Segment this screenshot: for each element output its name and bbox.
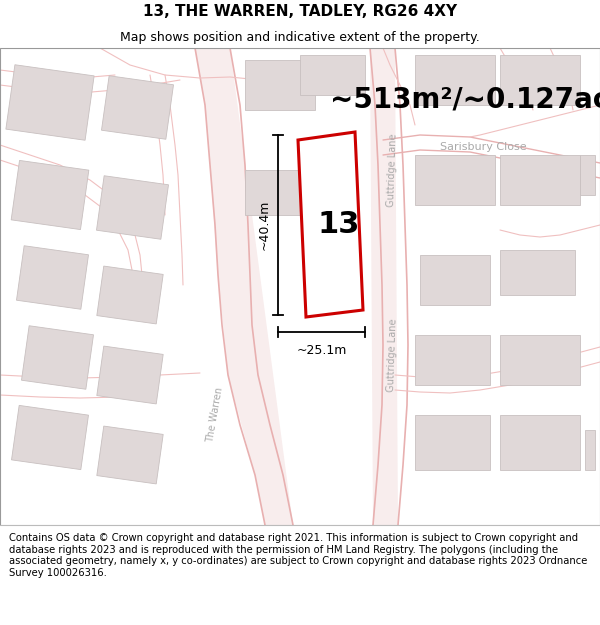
Polygon shape [370,48,398,525]
Polygon shape [22,326,94,389]
Bar [500,335,580,385]
Bar [415,415,490,470]
Polygon shape [298,132,363,317]
Polygon shape [97,176,169,239]
Polygon shape [11,161,89,229]
Bar [500,250,575,295]
Bar [415,335,490,385]
Polygon shape [97,266,163,324]
Text: Map shows position and indicative extent of the property.: Map shows position and indicative extent… [120,31,480,44]
Bar [420,255,490,305]
Text: ~513m²/~0.127ac.: ~513m²/~0.127ac. [330,86,600,114]
Polygon shape [6,65,94,140]
Bar [245,60,315,110]
Bar [500,155,580,205]
Text: Sarisbury Close: Sarisbury Close [440,142,527,152]
Bar [415,55,495,105]
Polygon shape [195,48,293,525]
Polygon shape [97,346,163,404]
Polygon shape [101,76,173,139]
Text: The Warren: The Warren [205,386,225,444]
Text: 13: 13 [317,210,359,239]
Text: Guttridge Lane: Guttridge Lane [386,318,398,392]
Bar [580,155,595,195]
Polygon shape [11,406,88,469]
Text: 13, THE WARREN, TADLEY, RG26 4XY: 13, THE WARREN, TADLEY, RG26 4XY [143,4,457,19]
Bar [245,170,300,215]
Bar [500,415,580,470]
Bar [415,155,495,205]
Text: Contains OS data © Crown copyright and database right 2021. This information is : Contains OS data © Crown copyright and d… [9,533,587,578]
Bar [300,55,365,95]
Bar [585,430,595,470]
Polygon shape [97,426,163,484]
Polygon shape [16,246,89,309]
Bar [500,55,580,105]
Text: ~40.4m: ~40.4m [257,200,271,250]
Text: ~25.1m: ~25.1m [296,344,347,356]
Text: Guttridge Lane: Guttridge Lane [386,133,398,207]
